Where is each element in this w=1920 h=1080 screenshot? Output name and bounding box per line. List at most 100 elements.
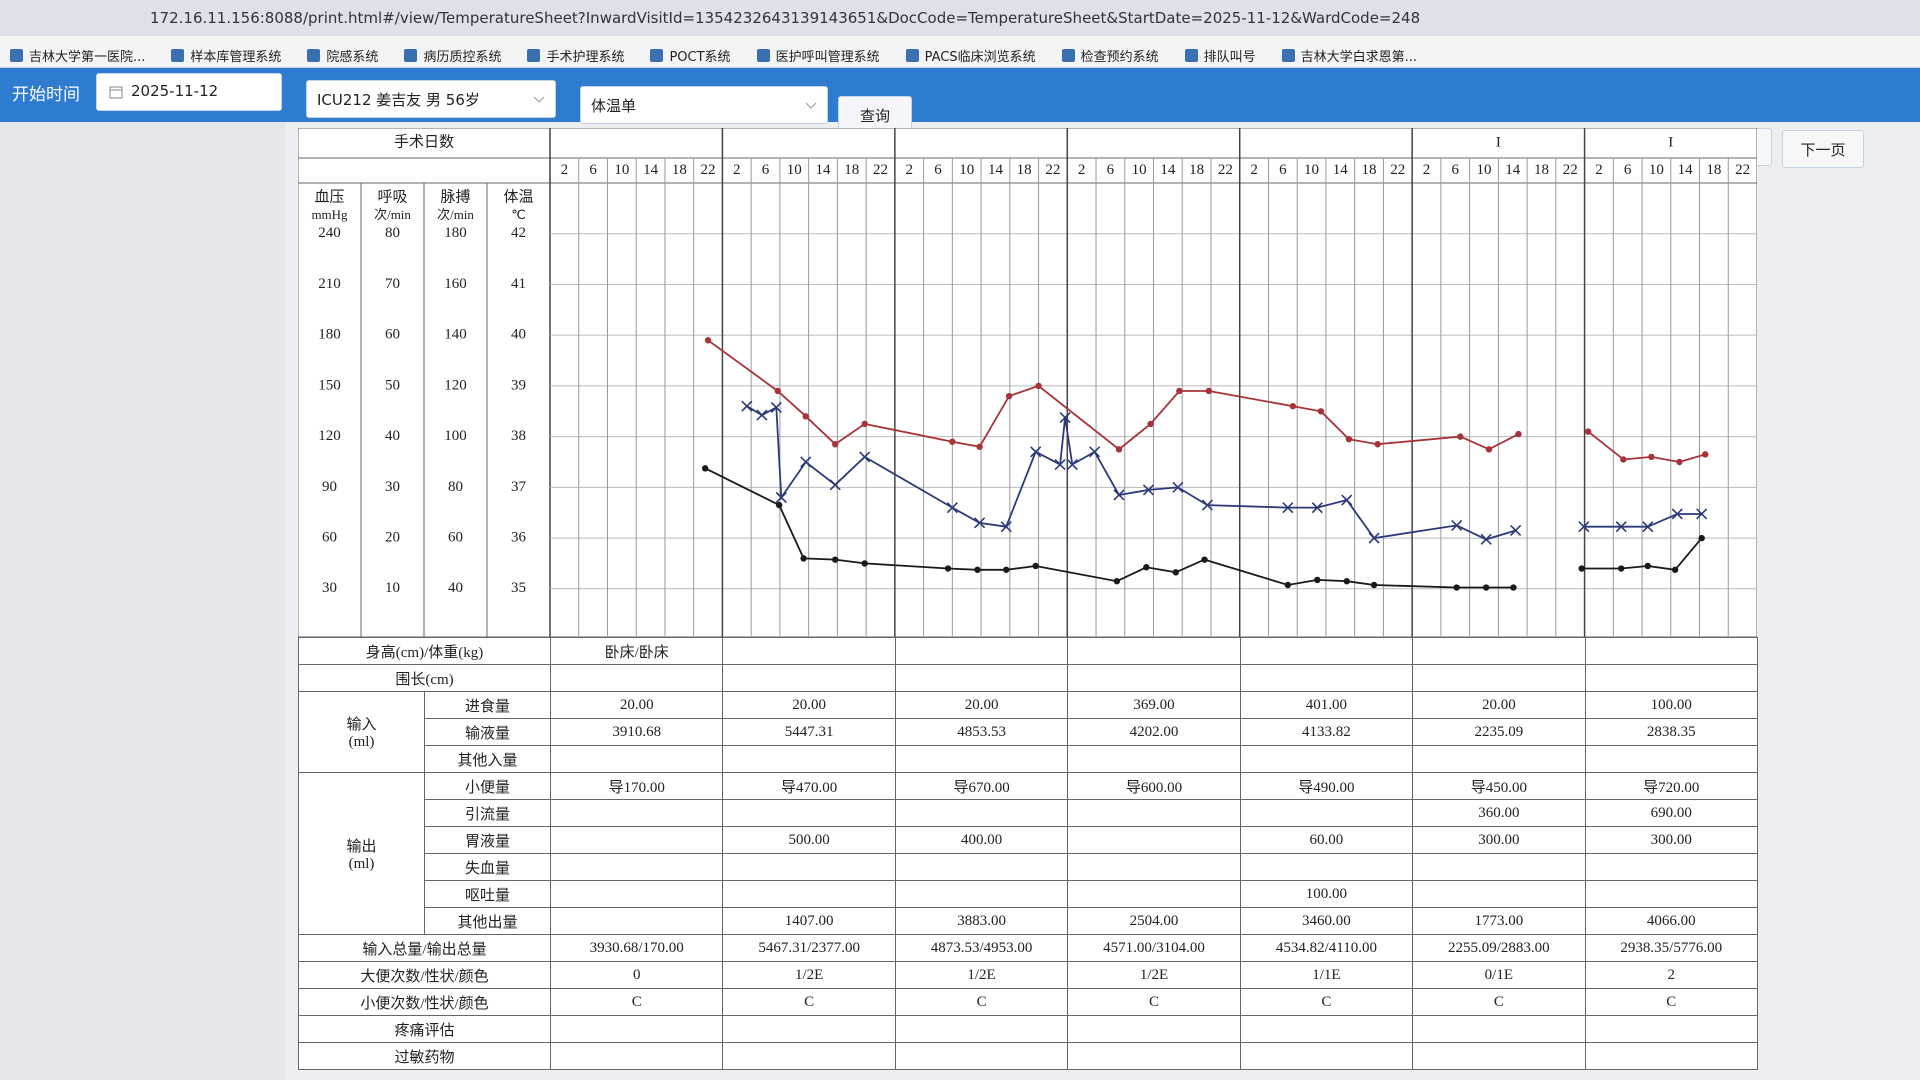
dot-marker — [1510, 584, 1517, 591]
hour-label: 2 — [1595, 162, 1603, 178]
bookmark-label: POCT系统 — [669, 49, 731, 65]
row-label: 身高(cm)/体重(kg) — [297, 637, 552, 665]
surgery-day: I — [1668, 134, 1673, 150]
value-cell: C — [1067, 988, 1241, 1016]
patient-select[interactable]: ICU212 姜吉友 男 56岁 — [306, 80, 556, 118]
value-cell: 1407.00 — [722, 907, 896, 935]
hour-label: 14 — [816, 162, 832, 178]
hour-label: 2 — [1250, 162, 1258, 178]
row-label: 围长(cm) — [297, 664, 552, 692]
date-input[interactable]: 2025-11-12 — [96, 73, 282, 111]
bookmark[interactable]: 样本库管理系统 — [171, 43, 281, 67]
value-cell: 1/1E — [1239, 961, 1414, 989]
value-cell — [894, 880, 1069, 908]
bookmark-icon — [756, 48, 770, 62]
bookmark[interactable]: 手术护理系统 — [527, 43, 624, 67]
axis-tick-label: 40 — [511, 327, 526, 343]
value-cell — [1412, 637, 1586, 665]
bookmark[interactable]: 院感系统 — [307, 43, 378, 67]
value-cell: 20.00 — [894, 691, 1069, 719]
row-label: 大便次数/性状/颜色 — [297, 961, 552, 989]
bookmark[interactable]: 医护呼叫管理系统 — [756, 43, 880, 67]
dot-marker — [861, 560, 868, 567]
bookmark[interactable]: PACS临床浏览系统 — [905, 43, 1036, 67]
dot-marker — [1005, 392, 1013, 400]
axis-tick-label: 80 — [385, 225, 400, 241]
hour-label: 18 — [672, 162, 687, 178]
value-cell — [722, 799, 896, 827]
dot-marker — [1374, 441, 1381, 448]
table-row: 围长(cm) — [297, 664, 1758, 692]
hour-label: 6 — [1107, 162, 1115, 178]
value-cell: 2 — [1584, 961, 1758, 989]
x-marker — [1368, 532, 1380, 544]
value-cell: C — [1584, 988, 1758, 1016]
x-marker — [800, 456, 812, 468]
dot-marker — [1314, 576, 1321, 584]
x-marker — [1282, 502, 1294, 514]
axis-tick-label: 90 — [322, 479, 337, 495]
value-cell — [1067, 637, 1241, 665]
dot-marker — [1482, 584, 1490, 591]
value-cell — [1239, 853, 1414, 881]
hour-label: 14 — [1678, 162, 1694, 178]
axis-tick-label: 160 — [444, 276, 467, 292]
toolbar — [0, 68, 1920, 122]
hour-label: 10 — [614, 162, 629, 178]
surgery-label: 手术日数 — [394, 133, 454, 150]
bookmark-label: 样本库管理系统 — [190, 49, 282, 65]
dot-marker — [802, 413, 809, 420]
axis-tick-label: 41 — [511, 276, 526, 292]
row-label: 输液量 — [423, 718, 552, 746]
bookmark-label: 院感系统 — [326, 49, 379, 65]
x-marker — [1642, 521, 1654, 533]
value-cell: 导720.00 — [1584, 772, 1758, 800]
value-cell — [550, 907, 724, 935]
value-cell — [1584, 745, 1758, 773]
bookmark[interactable]: 吉林大学第一医院... — [10, 43, 145, 67]
row-label: 小便次数/性状/颜色 — [297, 988, 552, 1016]
dot-marker — [1515, 430, 1522, 438]
x-marker — [1030, 446, 1042, 458]
value-cell — [1584, 1015, 1758, 1043]
axis-tick-label: 10 — [385, 580, 400, 596]
bookmark[interactable]: 检查预约系统 — [1061, 43, 1159, 67]
sheet-select[interactable]: 体温单 — [580, 86, 828, 124]
dot-marker — [832, 556, 839, 563]
hour-label: 18 — [1189, 162, 1204, 178]
hour-label: 10 — [1476, 162, 1491, 178]
value-cell: 2838.35 — [1584, 718, 1758, 746]
hour-label: 14 — [643, 162, 659, 178]
axis-unit: 次/min — [374, 207, 411, 222]
dot-marker — [800, 555, 807, 562]
x-marker — [1000, 521, 1012, 533]
axis-tick-label: 210 — [318, 276, 341, 292]
dot-marker — [1035, 382, 1042, 390]
bookmark[interactable]: POCT系统 — [650, 43, 731, 67]
address-bar[interactable]: 172.16.11.156:8088/print.html#/view/Temp… — [0, 0, 1920, 36]
axis-title: 呼吸 — [377, 188, 407, 205]
dot-marker — [976, 443, 983, 450]
row-label: 其他出量 — [423, 907, 552, 935]
bookmark[interactable]: 排队叫号 — [1184, 43, 1256, 67]
sheet-value: 体温单 — [591, 97, 637, 115]
dot-marker — [1003, 566, 1010, 573]
bookmark[interactable]: 吉林大学白求恩第... — [1281, 43, 1417, 67]
table-row: 过敏药物 — [297, 1042, 1758, 1070]
x-marker — [1578, 521, 1590, 533]
axis-tick-label: 42 — [511, 225, 526, 241]
calendar-icon — [109, 86, 123, 99]
value-cell — [1067, 1042, 1241, 1070]
next-page-button[interactable]: 下一页 — [1782, 130, 1864, 168]
dot-marker — [1284, 581, 1292, 589]
value-cell: C — [550, 988, 724, 1016]
patient-value: ICU212 姜吉友 男 56岁 — [317, 91, 480, 109]
value-cell: 3460.00 — [1239, 907, 1414, 935]
value-cell — [550, 664, 724, 692]
value-cell: 20.00 — [1412, 691, 1586, 719]
bookmark[interactable]: 病历质控系统 — [404, 43, 501, 67]
hour-label: 18 — [1017, 162, 1032, 178]
dropdown-arrow — [805, 102, 817, 109]
value-cell — [1412, 880, 1586, 908]
value-cell — [722, 745, 896, 773]
